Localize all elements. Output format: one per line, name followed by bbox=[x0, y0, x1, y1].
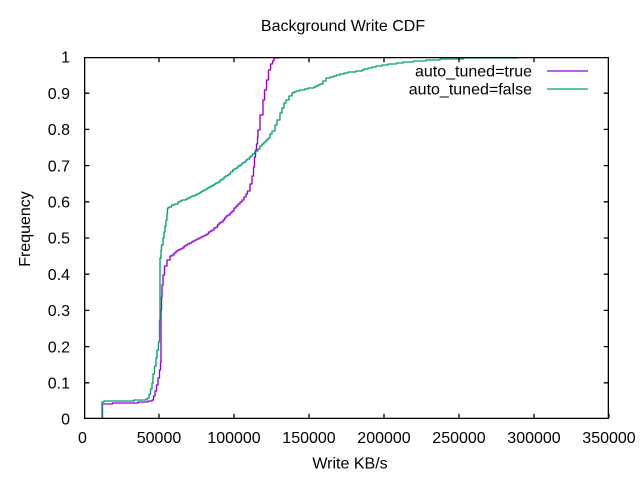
svg-text:auto_tuned=false: auto_tuned=false bbox=[409, 81, 532, 98]
svg-text:auto_tuned=true: auto_tuned=true bbox=[415, 63, 532, 80]
svg-text:0.2: 0.2 bbox=[48, 339, 70, 356]
svg-text:300000: 300000 bbox=[507, 430, 560, 447]
svg-text:0.4: 0.4 bbox=[48, 267, 70, 284]
svg-text:0.8: 0.8 bbox=[48, 122, 70, 139]
svg-text:1: 1 bbox=[61, 50, 70, 67]
svg-text:0.7: 0.7 bbox=[48, 158, 70, 175]
svg-text:250000: 250000 bbox=[432, 430, 485, 447]
svg-text:0.1: 0.1 bbox=[48, 376, 70, 393]
svg-text:350000: 350000 bbox=[582, 430, 635, 447]
svg-text:Background Write CDF: Background Write CDF bbox=[261, 18, 425, 35]
svg-text:0.6: 0.6 bbox=[48, 195, 70, 212]
svg-text:0: 0 bbox=[78, 430, 87, 447]
svg-text:0.5: 0.5 bbox=[48, 231, 70, 248]
svg-text:200000: 200000 bbox=[357, 430, 410, 447]
svg-text:150000: 150000 bbox=[282, 430, 335, 447]
svg-text:Frequency: Frequency bbox=[17, 191, 34, 267]
svg-text:Write KB/s: Write KB/s bbox=[312, 456, 387, 473]
svg-text:50000: 50000 bbox=[137, 430, 182, 447]
svg-text:100000: 100000 bbox=[207, 430, 260, 447]
svg-text:0: 0 bbox=[61, 412, 70, 429]
svg-text:0.3: 0.3 bbox=[48, 303, 70, 320]
svg-text:0.9: 0.9 bbox=[48, 86, 70, 103]
